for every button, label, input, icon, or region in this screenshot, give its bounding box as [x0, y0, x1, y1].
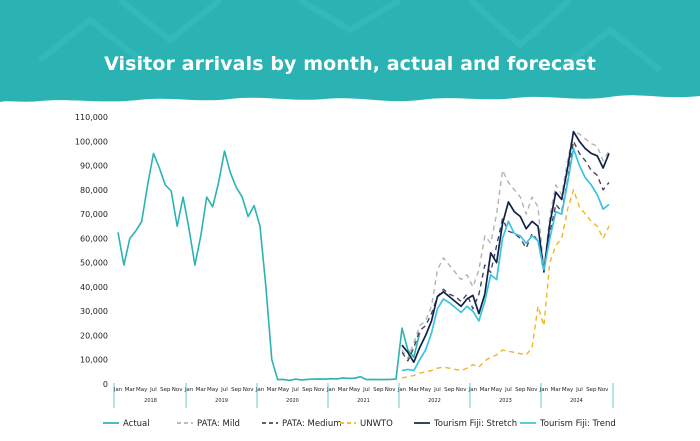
year-label: 2023: [499, 398, 512, 404]
x-tick-label: May: [562, 387, 574, 393]
y-tick-label: 60,000: [80, 234, 108, 243]
x-tick-label: Jan: [255, 387, 265, 393]
x-tick-label: Jan: [468, 387, 478, 393]
x-tick-label: Mar: [267, 387, 278, 393]
y-tick-label: 80,000: [80, 186, 108, 195]
x-tick-label: Jan: [397, 387, 407, 393]
x-tick-label: Jul: [291, 387, 299, 393]
legend-label: PATA: Mild: [197, 419, 240, 429]
x-tick-label: Mar: [125, 387, 136, 393]
y-tick-label: 30,000: [80, 307, 108, 316]
x-tick-label: Nov: [385, 387, 396, 393]
x-tick-label: Jul: [433, 387, 441, 393]
series-line-pata-medium: [401, 140, 610, 362]
x-tick-label: Mar: [480, 387, 491, 393]
x-tick-label: Nov: [243, 387, 254, 393]
x-tick-label: Nov: [314, 387, 325, 393]
y-tick-label: 10,000: [80, 356, 108, 365]
y-tick-label: 40,000: [80, 283, 108, 292]
x-tick-label: Jul: [504, 387, 512, 393]
x-tick-label: Jul: [362, 387, 370, 393]
x-tick-label: Mar: [409, 387, 420, 393]
year-label: 2021: [357, 398, 370, 404]
year-label: 2018: [144, 398, 157, 404]
x-tick-label: Jan: [113, 387, 123, 393]
x-tick-label: Mar: [338, 387, 349, 393]
x-tick-label: Jan: [184, 387, 194, 393]
y-tick-label: 20,000: [80, 331, 108, 340]
x-tick-label: Jan: [539, 387, 549, 393]
series-line-actual: [117, 150, 421, 382]
x-tick-label: Nov: [527, 387, 538, 393]
y-tick-label: 50,000: [80, 259, 108, 268]
x-tick-label: Nov: [456, 387, 467, 393]
legend-label: Tourism Fiji: Trend: [539, 419, 616, 429]
x-tick-label: May: [349, 387, 361, 393]
y-tick-label: 100,000: [75, 137, 108, 146]
year-label: 2019: [215, 398, 228, 404]
banner-shape: [0, 0, 700, 102]
x-tick-label: Sep: [231, 387, 242, 393]
series-line-pata-mild: [401, 130, 610, 360]
x-tick-label: Mar: [551, 387, 562, 393]
x-tick-label: May: [207, 387, 219, 393]
legend-label: UNWTO: [360, 419, 393, 429]
series-line-unwto: [401, 189, 610, 379]
x-tick-label: Sep: [586, 387, 597, 393]
x-tick-label: Jan: [326, 387, 336, 393]
x-tick-label: Nov: [598, 387, 609, 393]
legend: Actual PATA: Mild PATA: Medium UNWTO Tourism…: [103, 419, 616, 429]
legend-label: Tourism Fiji: Stretch: [433, 419, 517, 429]
year-label: 2024: [570, 398, 583, 404]
year-label: 2020: [286, 398, 299, 404]
x-tick-label: Sep: [515, 387, 526, 393]
y-tick-label: 90,000: [80, 162, 108, 171]
y-tick-label: 0: [103, 380, 108, 389]
x-tick-label: Sep: [373, 387, 384, 393]
x-tick-label: Jul: [220, 387, 228, 393]
legend-label: Actual: [123, 419, 150, 429]
x-tick-label: Jul: [149, 387, 157, 393]
series-layer: [117, 130, 610, 382]
x-tick-label: Jul: [575, 387, 583, 393]
series-line-tourism-fiji-trend: [401, 147, 610, 372]
banner-pattern: [38, 0, 662, 73]
header-banner: [0, 0, 700, 102]
x-tick-label: Nov: [172, 387, 183, 393]
x-tick-label: Mar: [196, 387, 207, 393]
axis-layer: 0 10,000 20,000 30,000 40,000 50,000 60,000 70,…: [75, 113, 614, 408]
chart-title: Visitor arrivals by month, actual and fo…: [104, 53, 596, 75]
year-label: 2022: [428, 398, 441, 404]
series-line-tourism-fiji-stretch: [401, 130, 610, 364]
x-tick-label: Sep: [160, 387, 171, 393]
x-tick-label: May: [491, 387, 503, 393]
x-tick-label: May: [420, 387, 432, 393]
x-tick-label: Sep: [302, 387, 313, 393]
x-tick-label: May: [136, 387, 148, 393]
x-tick-label: Sep: [444, 387, 455, 393]
y-tick-label: 70,000: [80, 210, 108, 219]
y-tick-label: 110,000: [75, 113, 108, 122]
legend-label: PATA: Medium: [282, 419, 342, 429]
x-tick-label: May: [278, 387, 290, 393]
